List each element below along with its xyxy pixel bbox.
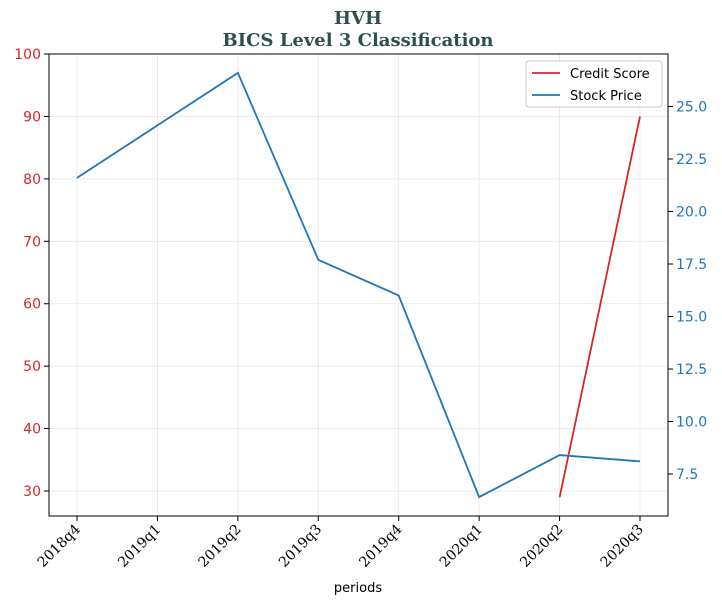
right-tick-label: 22.5: [676, 152, 707, 168]
x-tick-label: 2018q4: [35, 521, 84, 570]
grid: [49, 53, 668, 516]
right-tick-label: 17.5: [676, 257, 707, 273]
left-tick-label: 40: [23, 422, 41, 438]
chart-title: HVH: [334, 8, 382, 29]
x-tick-label: 2020q1: [437, 522, 486, 571]
legend: Credit Score Stock Price: [525, 60, 663, 108]
right-tick-label: 15.0: [676, 310, 707, 326]
x-tick-label: 2019q1: [115, 522, 164, 571]
left-tick-label: 60: [23, 297, 41, 313]
left-tick-label: 90: [23, 109, 41, 125]
plot-frame: [48, 53, 669, 517]
right-axis: 7.5 10.0 12.5 15.0 17.5 20.0 22.5 25.0: [668, 100, 707, 483]
series-layer: [76, 71, 641, 499]
left-tick-label: 30: [23, 484, 41, 500]
left-tick-label: 50: [23, 359, 41, 375]
right-tick-label: 20.0: [676, 205, 707, 221]
left-tick-label: 70: [23, 234, 41, 250]
x-tick-label: 2019q4: [356, 521, 405, 570]
right-tick-label: 12.5: [676, 362, 707, 378]
right-tick-label: 7.5: [676, 467, 698, 483]
x-axis-label: periods: [334, 581, 382, 596]
right-tick-label: 25.0: [676, 100, 707, 116]
left-tick-label: 100: [14, 47, 41, 63]
credit-score-line: [558, 116, 641, 498]
legend-label: Stock Price: [570, 89, 642, 104]
left-tick-label: 80: [23, 172, 41, 188]
chart-subtitle: BICS Level 3 Classification: [222, 30, 493, 51]
x-axis: 2018q4 2019q1 2019q2 2019q3 2019q4 2020q1 2020…: [35, 516, 647, 571]
x-tick-label: 2020q3: [598, 522, 647, 571]
x-tick-label: 2019q3: [276, 522, 325, 571]
x-tick-label: 2020q2: [517, 522, 566, 571]
right-tick-label: 10.0: [676, 415, 707, 431]
left-axis: 30 40 50 60 70 80 90 100: [14, 47, 49, 500]
x-tick-label: 2019q2: [196, 522, 245, 571]
legend-label: Credit Score: [570, 67, 650, 82]
stock-price-line: [76, 71, 641, 499]
